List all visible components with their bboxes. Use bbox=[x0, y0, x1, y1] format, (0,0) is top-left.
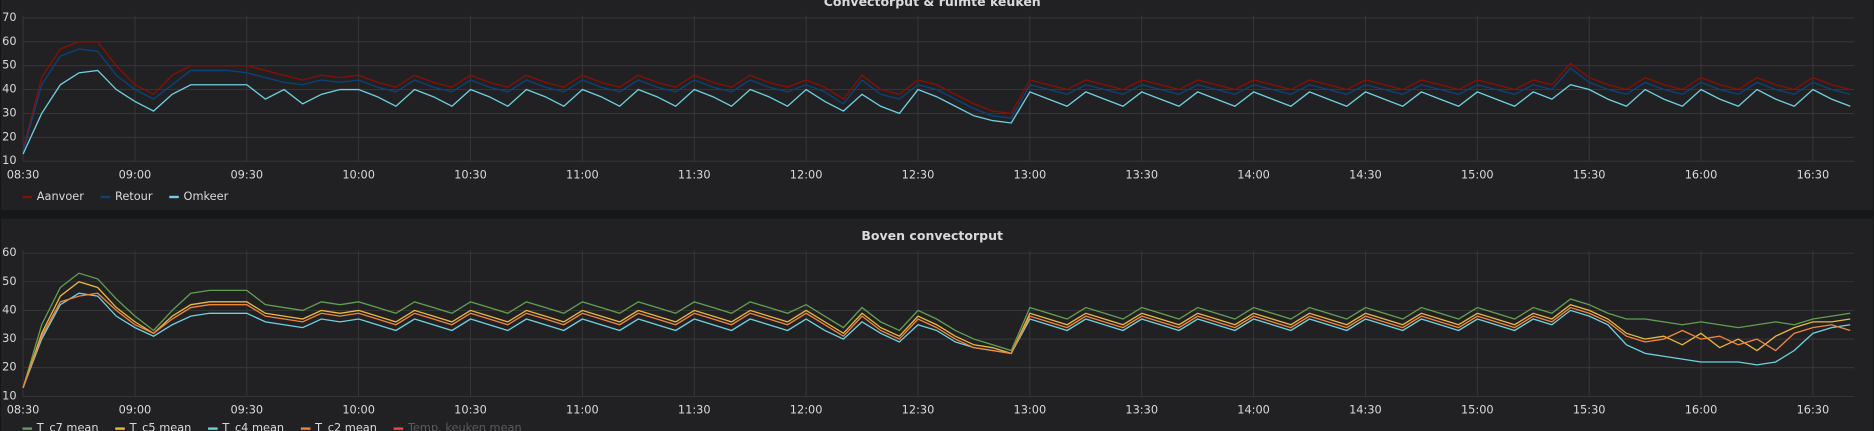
x-tick-label: 09:00 bbox=[119, 168, 152, 182]
legend-label[interactable]: T_c7 mean bbox=[36, 421, 99, 431]
x-tick-label: 09:00 bbox=[119, 403, 152, 417]
x-tick-label: 11:00 bbox=[566, 168, 599, 182]
x-tick-label: 08:30 bbox=[7, 403, 40, 417]
series-line bbox=[22, 41, 1851, 150]
x-tick-label: 09:30 bbox=[230, 403, 263, 417]
series-line bbox=[22, 69, 1851, 155]
x-tick-label: 11:30 bbox=[678, 403, 711, 417]
x-tick-label: 12:00 bbox=[790, 168, 823, 182]
x-tick-label: 16:30 bbox=[1797, 403, 1830, 417]
x-tick-label: 14:30 bbox=[1349, 168, 1382, 182]
series-line bbox=[22, 292, 1851, 389]
series-line bbox=[22, 281, 1851, 388]
x-tick-label: 11:00 bbox=[566, 403, 599, 417]
panel bbox=[0, 0, 1874, 211]
y-tick-label: 10 bbox=[2, 153, 16, 167]
x-tick-label: 16:30 bbox=[1797, 168, 1830, 182]
y-tick-label: 30 bbox=[2, 331, 16, 345]
y-tick-label: 40 bbox=[2, 82, 16, 96]
y-tick-label: 10 bbox=[2, 388, 16, 402]
x-tick-label: 16:00 bbox=[1685, 403, 1718, 417]
x-tick-label: 16:00 bbox=[1685, 168, 1718, 182]
x-tick-label: 13:30 bbox=[1125, 168, 1158, 182]
x-tick-label: 12:00 bbox=[790, 403, 823, 417]
x-tick-label: 12:30 bbox=[902, 403, 935, 417]
panel-title: Boven convectorput bbox=[861, 228, 1003, 243]
x-tick-label: 13:00 bbox=[1014, 403, 1047, 417]
y-tick-label: 70 bbox=[2, 10, 16, 24]
series-line bbox=[22, 272, 1851, 388]
y-tick-label: 50 bbox=[2, 58, 16, 72]
legend-label[interactable]: T_c2 mean bbox=[314, 421, 377, 431]
x-tick-label: 14:00 bbox=[1237, 403, 1270, 417]
x-tick-label: 15:00 bbox=[1461, 168, 1494, 182]
x-tick-label: 10:00 bbox=[342, 168, 375, 182]
legend-label[interactable]: Aanvoer bbox=[37, 189, 84, 203]
x-tick-label: 15:00 bbox=[1461, 403, 1494, 417]
y-tick-label: 50 bbox=[2, 274, 16, 288]
x-tick-label: 08:30 bbox=[7, 168, 40, 182]
x-tick-label: 12:30 bbox=[902, 168, 935, 182]
legend-label[interactable]: T_c4 mean bbox=[221, 421, 284, 431]
legend-label[interactable]: Temp. keuken mean bbox=[407, 421, 522, 431]
y-tick-label: 20 bbox=[2, 360, 16, 374]
x-tick-label: 09:30 bbox=[230, 168, 263, 182]
x-tick-label: 15:30 bbox=[1573, 403, 1606, 417]
x-tick-label: 14:00 bbox=[1237, 168, 1270, 182]
series-line bbox=[22, 48, 1851, 152]
x-tick-label: 13:30 bbox=[1125, 403, 1158, 417]
x-tick-label: 10:30 bbox=[454, 168, 487, 182]
series-line bbox=[22, 292, 1851, 389]
y-tick-label: 30 bbox=[2, 105, 16, 119]
y-tick-label: 60 bbox=[2, 34, 16, 48]
legend-label[interactable]: Retour bbox=[115, 189, 153, 203]
y-tick-label: 40 bbox=[2, 302, 16, 316]
legend-label[interactable]: Omkeer bbox=[184, 189, 229, 203]
y-tick-label: 60 bbox=[2, 245, 16, 259]
x-tick-label: 13:00 bbox=[1014, 168, 1047, 182]
x-tick-label: 15:30 bbox=[1573, 168, 1606, 182]
panel-title: Convectorput & ruimte keuken bbox=[824, 0, 1041, 9]
x-tick-label: 11:30 bbox=[678, 168, 711, 182]
y-tick-label: 20 bbox=[2, 129, 16, 143]
x-tick-label: 10:00 bbox=[342, 403, 375, 417]
x-tick-label: 14:30 bbox=[1349, 403, 1382, 417]
x-tick-label: 10:30 bbox=[454, 403, 487, 417]
legend-label[interactable]: T_c5 mean bbox=[129, 421, 192, 431]
